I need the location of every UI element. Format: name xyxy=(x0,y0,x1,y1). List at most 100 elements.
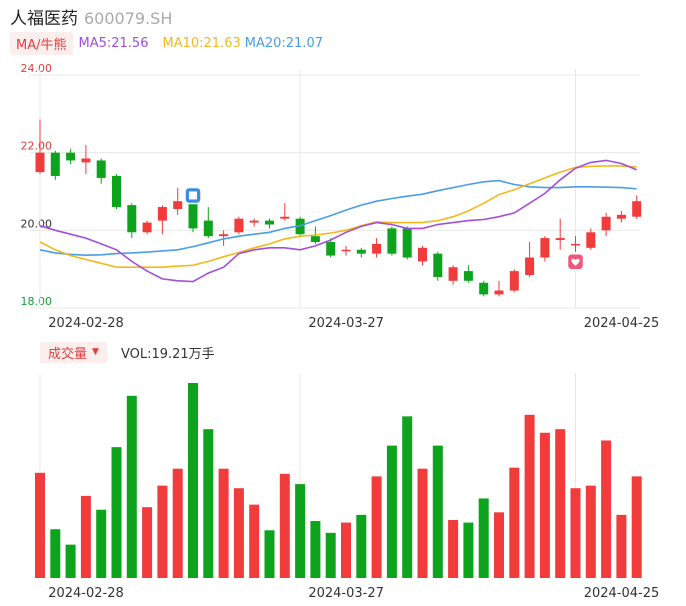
volume-bar xyxy=(509,467,520,578)
candle-body xyxy=(234,218,244,233)
volume-bar xyxy=(203,429,214,578)
candle-body xyxy=(448,267,458,281)
candle-body xyxy=(265,220,274,225)
volume-toggle-label: 成交量 xyxy=(48,346,88,362)
volume-bar xyxy=(80,495,91,578)
volume-bar xyxy=(172,468,183,578)
volume-bar xyxy=(126,395,137,578)
ma10-label: MA10:21.63 xyxy=(162,35,241,51)
ma-legend: MA/牛熊 MA5:21.56 MA10:21.63 MA20:21.07 xyxy=(10,31,323,55)
volume-bar xyxy=(341,522,351,578)
volume-bar xyxy=(50,529,61,578)
candle-body xyxy=(341,249,351,252)
x-tick-label: 2024-03-27 xyxy=(308,316,384,331)
candle-body xyxy=(356,249,366,254)
candle-body xyxy=(173,201,183,209)
candle-body xyxy=(66,152,76,161)
volume-bar xyxy=(295,484,306,578)
candle-body xyxy=(601,216,611,231)
blue-badge-icon xyxy=(184,186,202,205)
volume-bar xyxy=(310,521,321,578)
volume-bar xyxy=(417,468,428,578)
volume-bar xyxy=(111,447,122,578)
candle-body xyxy=(157,207,167,221)
candle-body xyxy=(387,228,397,254)
y-tick-label: 18.00 xyxy=(21,295,53,308)
candle-body xyxy=(632,201,642,217)
volume-bar xyxy=(601,440,612,578)
volume-bar xyxy=(218,468,229,578)
candle-body xyxy=(127,205,137,233)
candle-body xyxy=(203,220,213,237)
volume-bar xyxy=(402,416,413,578)
x-tick-label: 2024-02-28 xyxy=(48,316,124,331)
heart-glyph xyxy=(571,258,580,266)
volume-bar xyxy=(386,445,397,578)
candle-body xyxy=(35,152,45,173)
volume-x-tick-label: 2024-04-25 xyxy=(584,586,660,601)
ma20-line xyxy=(39,179,637,257)
volume-bar xyxy=(35,472,45,578)
volume-bar xyxy=(371,476,382,578)
candle-body xyxy=(112,175,121,208)
volume-bar xyxy=(448,520,459,578)
volume-toggle-button[interactable]: 成交量 ▼ xyxy=(40,341,107,363)
volume-bar xyxy=(264,530,275,578)
volume-bar xyxy=(65,544,76,578)
candle-body xyxy=(402,228,412,258)
candle-body xyxy=(280,216,290,219)
candle-body xyxy=(219,234,229,237)
ma5-label: MA5:21.56 xyxy=(78,35,149,51)
volume-bar xyxy=(432,445,443,578)
candle-body xyxy=(616,214,626,219)
ma10-line xyxy=(39,165,637,268)
volume-legend: 成交量 ▼ VOL:19.21万手 xyxy=(40,341,215,363)
volume-bar xyxy=(555,429,566,578)
candle-body xyxy=(188,199,198,229)
candle-body xyxy=(96,160,106,178)
volume-value-label: VOL:19.21万手 xyxy=(120,346,215,362)
candle-body xyxy=(494,290,504,295)
ma20-label: MA20:21.07 xyxy=(244,35,323,51)
candle-body xyxy=(525,257,535,275)
candle-body xyxy=(479,282,489,295)
stock-code: 600079.SH xyxy=(84,9,173,28)
candle-body xyxy=(540,238,550,258)
candle-body xyxy=(142,222,152,233)
volume-bar xyxy=(616,514,627,578)
volume-bar xyxy=(494,512,504,578)
volume-bar xyxy=(539,432,550,578)
ma5-line xyxy=(39,159,638,283)
volume-bar xyxy=(142,507,153,578)
volume-bar xyxy=(233,488,244,578)
volume-bar xyxy=(96,509,107,578)
volume-bar xyxy=(585,485,596,578)
candle-body xyxy=(433,253,443,277)
volume-bar xyxy=(249,504,260,578)
volume-bar xyxy=(157,485,168,578)
candle-body xyxy=(249,220,259,223)
y-tick-label: 22.00 xyxy=(21,140,53,153)
volume-bar xyxy=(631,476,642,578)
volume-bar xyxy=(188,383,198,578)
candle-body xyxy=(372,243,382,254)
volume-bar xyxy=(325,532,336,578)
volume-bar xyxy=(279,473,290,578)
volume-x-tick-label: 2024-02-28 xyxy=(48,586,124,601)
volume-bar xyxy=(524,414,535,578)
candle-body xyxy=(50,152,60,176)
volume-bar xyxy=(478,498,489,578)
heart-badge-icon xyxy=(566,252,585,271)
y-tick-label: 24.00 xyxy=(21,62,53,75)
candle-body xyxy=(310,236,320,242)
caret-down-icon: ▼ xyxy=(92,347,99,357)
candle-body xyxy=(81,158,91,163)
stock-header: 人福医药 600079.SH xyxy=(10,4,173,29)
ma-toggle-button[interactable]: MA/牛熊 xyxy=(10,31,73,55)
candle-body xyxy=(586,232,596,248)
volume-bar xyxy=(356,514,367,578)
candle-body xyxy=(326,241,336,256)
candle-body xyxy=(463,271,473,281)
badge-glyph xyxy=(189,191,197,200)
